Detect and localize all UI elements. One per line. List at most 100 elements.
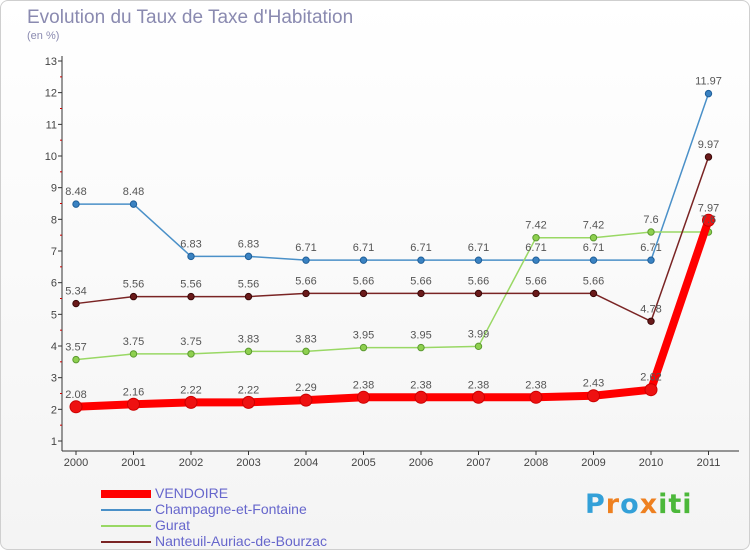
data-label: 11.97 (695, 76, 722, 88)
data-label: 6.71 (295, 242, 316, 254)
data-point (72, 299, 80, 308)
data-point (417, 343, 425, 352)
data-label: 6.71 (583, 242, 604, 254)
data-label: 5.56 (123, 279, 144, 291)
data-point (357, 390, 370, 404)
data-label: 2.38 (525, 379, 546, 391)
y-tick-label: 12 (45, 88, 57, 100)
data-label: 4.78 (640, 303, 661, 315)
series-line-3 (75, 156, 710, 323)
logo-letter: i (658, 489, 669, 520)
data-label: 3.95 (410, 330, 431, 342)
data-label: 8.48 (65, 186, 86, 198)
data-point (187, 350, 195, 358)
data-label: 6.71 (353, 242, 374, 254)
x-tick-label: 2000 (64, 457, 88, 469)
legend-swatch (101, 509, 151, 511)
data-point (472, 390, 485, 404)
data-label: 5.66 (353, 275, 374, 287)
x-tick-label: 2003 (236, 457, 260, 469)
data-point (127, 397, 140, 411)
y-tick-label: 7 (51, 246, 57, 258)
data-point (359, 256, 368, 264)
data-label: 2.43 (583, 378, 604, 390)
data-label: 6.71 (525, 242, 546, 254)
y-tick-label: 1 (51, 436, 57, 448)
y-tick-label: 5 (51, 309, 57, 321)
data-point (702, 213, 715, 227)
data-point (72, 355, 80, 364)
logo-letter: t (668, 489, 683, 520)
data-point (529, 390, 543, 404)
data-label: 6.71 (410, 242, 431, 254)
logo-letter: i (682, 489, 693, 520)
data-label: 5.34 (65, 286, 86, 298)
data-point (587, 389, 600, 403)
data-label: 2.16 (123, 386, 144, 398)
data-point (647, 317, 655, 325)
series-line-1 (75, 92, 710, 261)
data-point (129, 292, 138, 301)
x-tick-label: 2007 (466, 457, 490, 469)
data-label: 7.6 (701, 214, 716, 226)
data-label: 7.6 (643, 214, 658, 226)
series-line-0 (72, 216, 713, 411)
legend-swatch (101, 490, 151, 498)
chart-title: Evolution du Taux de Taxe d'Habitation (27, 7, 354, 28)
y-tick-label: 8 (51, 214, 57, 226)
y-tick-label: 6 (51, 278, 57, 290)
data-point (414, 390, 428, 404)
legend-label: Gurat (155, 517, 191, 533)
data-label: 5.66 (468, 275, 489, 287)
data-label: 6.71 (640, 242, 661, 254)
data-point (184, 395, 198, 409)
legend-swatch (101, 525, 151, 527)
y-tick-label: 3 (51, 373, 57, 385)
data-point (244, 252, 253, 261)
data-point (704, 153, 713, 161)
data-point (244, 347, 253, 356)
y-tick-label: 10 (45, 151, 57, 163)
data-label: 5.56 (238, 279, 259, 291)
legend-swatch (101, 541, 151, 543)
data-label: 5.66 (525, 275, 546, 287)
data-point (532, 289, 540, 298)
data-point (302, 347, 310, 356)
data-label: 5.66 (410, 275, 431, 287)
y-tick-label: 4 (51, 341, 57, 353)
data-point (589, 256, 598, 264)
x-tick-label: 2002 (179, 457, 203, 469)
y-tick-label: 2 (51, 404, 57, 416)
data-label: 2.38 (353, 379, 374, 391)
legend-label: Champagne-et-Fontaine (155, 501, 307, 517)
logo-letter: r (605, 489, 621, 520)
data-point (532, 256, 540, 264)
data-label: 2.29 (295, 382, 316, 394)
x-tick-label: 2005 (351, 457, 375, 469)
logo-letter: x (639, 489, 659, 520)
data-point (242, 395, 255, 409)
data-point (644, 383, 658, 397)
data-point (359, 289, 368, 298)
data-label: 3.83 (295, 333, 316, 345)
data-point (589, 289, 598, 298)
legend-label: VENDOIRE (155, 485, 229, 501)
y-tick-label: 9 (51, 183, 57, 195)
data-label: 3.57 (65, 342, 86, 354)
legend-label: Nanteuil-Auriac-de-Bourzac (155, 533, 327, 549)
data-label: 2.22 (238, 384, 259, 396)
data-label: 3.75 (180, 336, 201, 348)
y-tick-label: 13 (45, 56, 57, 68)
y-axis-unit: (en %) (27, 30, 60, 42)
data-point (187, 292, 195, 301)
data-label: 7.42 (583, 220, 604, 232)
y-tick-label: 11 (46, 119, 57, 131)
data-label: 2.38 (468, 379, 489, 391)
data-point (474, 342, 483, 351)
data-label: 9.97 (698, 139, 719, 151)
x-tick-label: 2006 (409, 457, 433, 469)
data-point (302, 289, 310, 298)
data-label: 5.66 (295, 275, 316, 287)
data-point (532, 234, 540, 242)
